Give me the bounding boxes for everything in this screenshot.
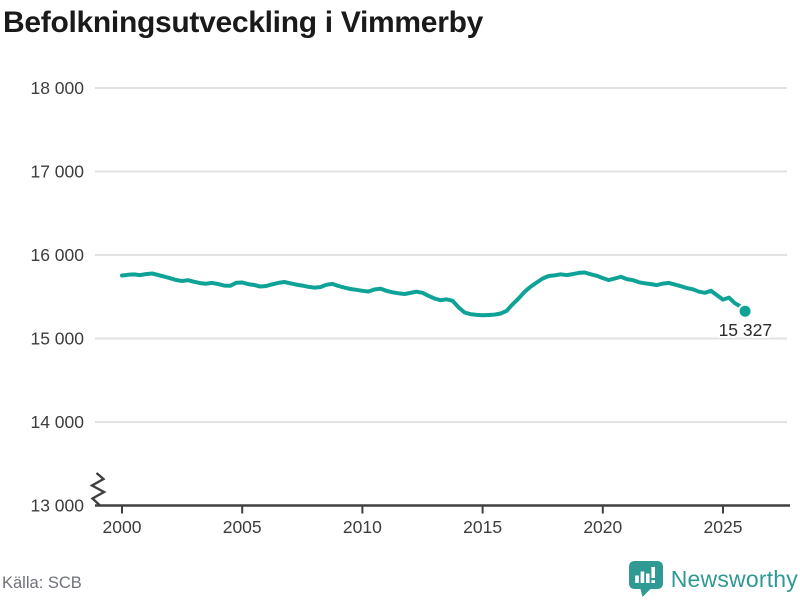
y-tick-label: 14 000 xyxy=(30,412,84,432)
brand-name: Newsworthy xyxy=(670,565,798,592)
y-tick-label: 17 000 xyxy=(30,162,84,182)
bar-chart-glyph xyxy=(634,567,655,583)
chart-title: Befolkningsutveckling i Vimmerby xyxy=(3,6,483,39)
y-tick-label: 15 000 xyxy=(30,329,84,349)
x-tick-label: 2020 xyxy=(583,517,622,537)
x-axis: 2000 2005 2010 2015 2020 2025 xyxy=(89,472,790,537)
x-tick-label: 2010 xyxy=(343,517,382,537)
x-tick-label: 2000 xyxy=(103,517,142,537)
x-tick-label: 2025 xyxy=(704,517,743,537)
source-caption: Källa: SCB xyxy=(2,574,82,592)
newsworthy-logo: Newsworthy xyxy=(628,561,798,597)
latest-point-marker xyxy=(737,303,753,319)
population-line xyxy=(120,270,748,318)
gridlines xyxy=(95,87,787,423)
x-tick-label: 2005 xyxy=(223,517,262,537)
y-tick-label: 13 000 xyxy=(30,496,84,516)
x-tick-label: 2015 xyxy=(463,517,502,537)
y-tick-label: 16 000 xyxy=(30,245,84,265)
y-axis-labels: 18 000 17 000 16 000 15 000 14 000 13 000 xyxy=(30,78,84,516)
axis-break-icon xyxy=(89,472,107,506)
x-axis-ticks xyxy=(121,505,724,514)
latest-value-label: 15 327 xyxy=(719,320,773,340)
y-tick-label: 18 000 xyxy=(30,78,84,98)
newsworthy-pin-icon xyxy=(628,561,663,597)
x-axis-tick-labels: 2000 2005 2010 2015 2020 2025 xyxy=(103,517,743,537)
